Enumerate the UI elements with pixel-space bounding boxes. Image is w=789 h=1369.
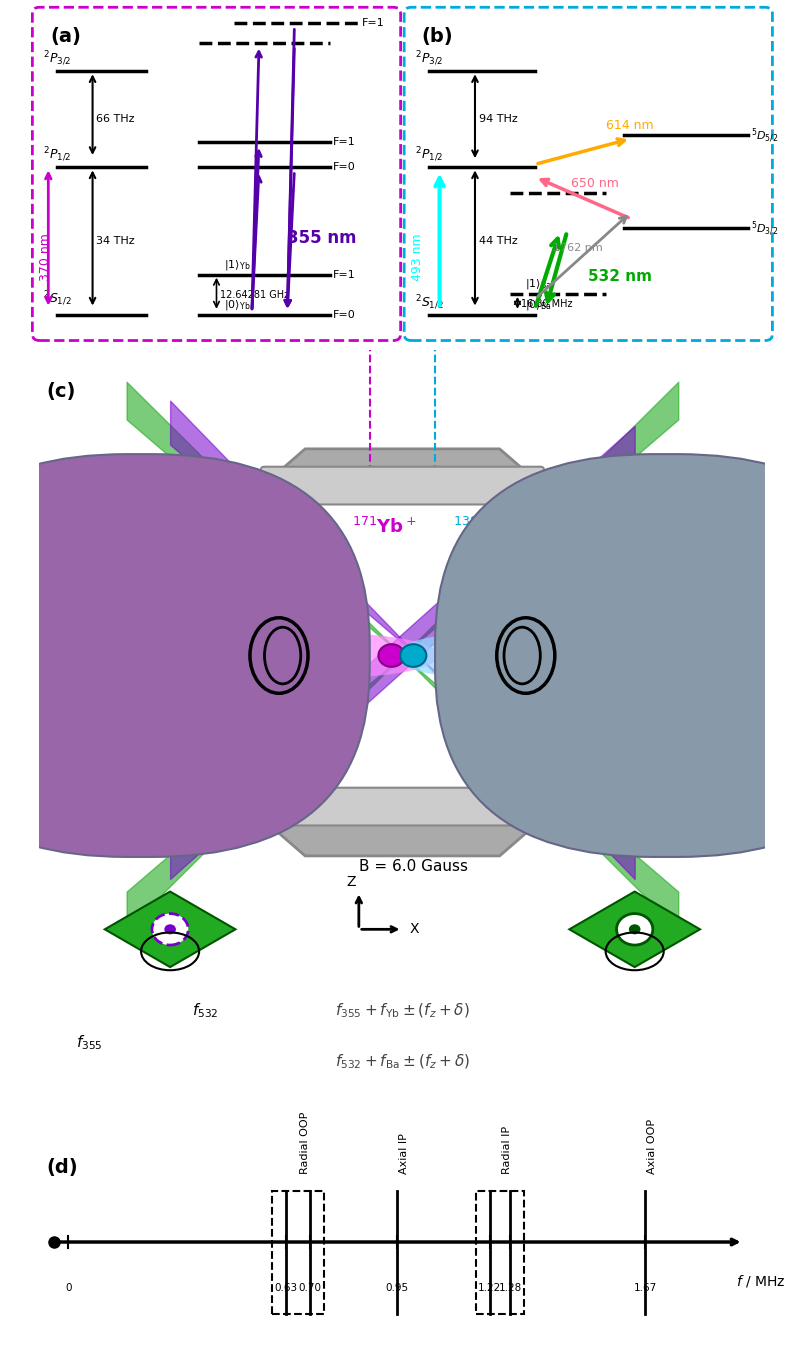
- Text: 0.95: 0.95: [385, 1283, 408, 1294]
- Text: $|1\rangle_{\rm Yb}$: $|1\rangle_{\rm Yb}$: [223, 257, 250, 271]
- Text: $^2S_{1/2}$: $^2S_{1/2}$: [415, 293, 443, 312]
- Text: (d): (d): [47, 1158, 78, 1176]
- Circle shape: [400, 645, 426, 667]
- Text: (b): (b): [422, 26, 454, 45]
- Text: Radial OOP: Radial OOP: [301, 1112, 310, 1175]
- Text: F=1: F=1: [333, 270, 356, 279]
- Ellipse shape: [679, 612, 751, 700]
- Text: F=0: F=0: [333, 309, 356, 320]
- Text: Radial IP: Radial IP: [503, 1125, 512, 1175]
- Text: 12.64281 GHz: 12.64281 GHz: [220, 290, 289, 300]
- Text: 94 THz: 94 THz: [478, 115, 518, 125]
- Text: $^2P_{1/2}$: $^2P_{1/2}$: [43, 146, 71, 164]
- Text: 0.63: 0.63: [275, 1283, 297, 1294]
- Text: 0.70: 0.70: [299, 1283, 322, 1294]
- Polygon shape: [168, 449, 637, 856]
- FancyBboxPatch shape: [261, 787, 544, 826]
- Text: $f_{532}$: $f_{532}$: [192, 1002, 219, 1020]
- Text: $f$ / MHz: $f$ / MHz: [736, 1273, 786, 1290]
- Circle shape: [616, 913, 653, 945]
- Text: F=1: F=1: [333, 137, 356, 146]
- Text: PMT2: PMT2: [700, 582, 747, 597]
- Text: 1.67: 1.67: [634, 1283, 656, 1294]
- Ellipse shape: [235, 634, 439, 678]
- Text: 355 nm: 355 nm: [287, 229, 357, 246]
- Text: 650 nm: 650 nm: [570, 177, 619, 190]
- Text: 34 THz: 34 THz: [96, 237, 135, 246]
- Text: $^2P_{3/2}$: $^2P_{3/2}$: [415, 49, 443, 68]
- Circle shape: [629, 924, 641, 935]
- FancyBboxPatch shape: [261, 467, 544, 505]
- Text: Z: Z: [347, 875, 357, 888]
- Text: $|1\rangle_{\rm Ba}$: $|1\rangle_{\rm Ba}$: [525, 277, 552, 290]
- Text: (a): (a): [50, 26, 81, 45]
- FancyBboxPatch shape: [0, 455, 370, 857]
- Ellipse shape: [54, 612, 126, 700]
- Text: $^5D_{5/2}$: $^5D_{5/2}$: [751, 126, 779, 145]
- Text: Axial OOP: Axial OOP: [647, 1118, 657, 1175]
- Text: 66 THz: 66 THz: [96, 115, 135, 125]
- Text: $^2P_{1/2}$: $^2P_{1/2}$: [415, 146, 443, 164]
- Text: $|0\rangle_{\rm Yb}$: $|0\rangle_{\rm Yb}$: [223, 297, 250, 312]
- Polygon shape: [570, 891, 700, 967]
- Text: $^{138}$Ba$^+$: $^{138}$Ba$^+$: [453, 516, 518, 537]
- Text: 1.22: 1.22: [478, 1283, 501, 1294]
- Text: X: X: [409, 923, 419, 936]
- Text: 493 nm: 493 nm: [411, 233, 424, 281]
- Text: 370 nm: 370 nm: [39, 233, 52, 281]
- Text: B = 6.0 Gauss: B = 6.0 Gauss: [359, 858, 468, 873]
- Polygon shape: [222, 496, 583, 809]
- Text: $f_{532} + f_{\rm Ba} \pm (f_z + \delta)$: $f_{532} + f_{\rm Ba} \pm (f_z + \delta)…: [335, 1053, 470, 1071]
- Text: 44 THz: 44 THz: [478, 237, 518, 246]
- Text: 16.80 MHz: 16.80 MHz: [521, 300, 573, 309]
- Text: $^{171}$Yb$^+$: $^{171}$Yb$^+$: [352, 516, 416, 537]
- Circle shape: [164, 924, 176, 935]
- Polygon shape: [105, 891, 235, 967]
- Ellipse shape: [395, 634, 555, 678]
- Circle shape: [379, 645, 405, 667]
- Text: (c): (c): [47, 382, 76, 401]
- Text: 532 nm: 532 nm: [589, 268, 653, 283]
- Text: $^5D_{3/2}$: $^5D_{3/2}$: [751, 219, 779, 238]
- Text: PMT1: PMT1: [58, 582, 105, 597]
- Text: $^2S_{1/2}$: $^2S_{1/2}$: [43, 290, 72, 308]
- FancyBboxPatch shape: [435, 455, 789, 857]
- Circle shape: [152, 913, 189, 945]
- Text: F=1: F=1: [361, 18, 384, 29]
- Text: $|0\rangle_{\rm Ba}$: $|0\rangle_{\rm Ba}$: [525, 297, 552, 312]
- Text: Axial IP: Axial IP: [398, 1134, 409, 1175]
- Text: F=0: F=0: [333, 163, 356, 172]
- Text: 614 nm: 614 nm: [606, 119, 653, 133]
- Text: $^2P_{3/2}$: $^2P_{3/2}$: [43, 49, 71, 68]
- Text: $f_{355} + f_{\rm Yb} \pm (f_z + \delta)$: $f_{355} + f_{\rm Yb} \pm (f_z + \delta)…: [335, 1002, 469, 1020]
- Text: 1762 nm: 1762 nm: [553, 242, 603, 253]
- Text: 1.28: 1.28: [499, 1283, 522, 1294]
- Text: 0: 0: [65, 1283, 72, 1294]
- Text: $f_{355}$: $f_{355}$: [76, 1034, 103, 1051]
